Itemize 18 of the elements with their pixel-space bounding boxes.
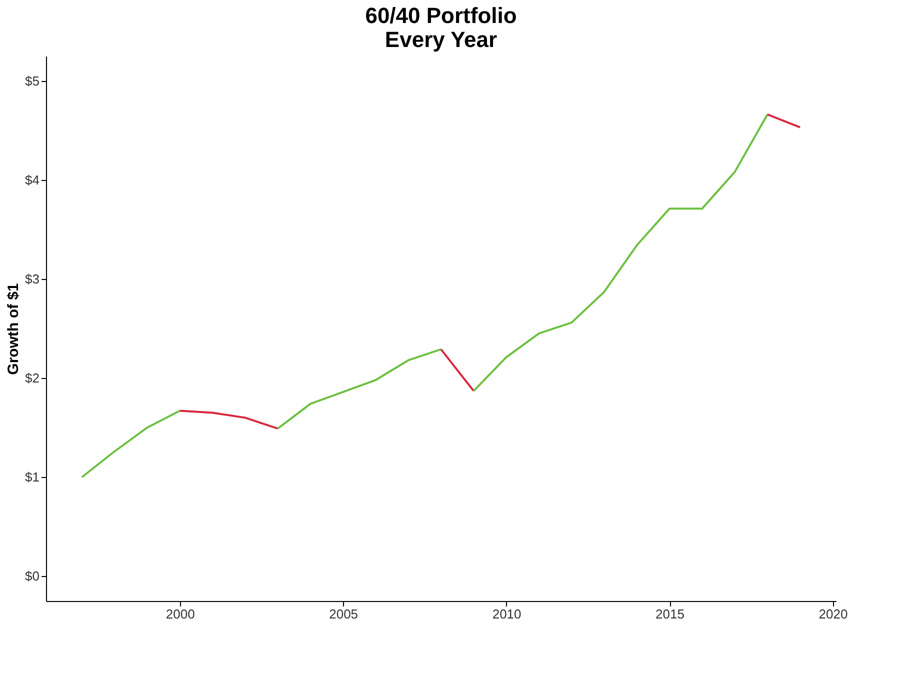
text: 60/40 Portfolio xyxy=(365,3,517,28)
y-tick-label: $0 xyxy=(25,568,40,584)
x-tick-label: 2015 xyxy=(656,606,684,622)
y-tick-label: $1 xyxy=(25,470,40,485)
y-tick-label: $5 xyxy=(25,73,40,88)
line-series xyxy=(276,348,442,430)
y-tick-label: $3 xyxy=(25,271,40,286)
line-series xyxy=(80,410,181,478)
x-tick-label: 2005 xyxy=(329,606,358,622)
y-tick-label: $4 xyxy=(25,172,40,188)
text: Every Year xyxy=(384,27,498,52)
x-tick-label: 2000 xyxy=(166,606,195,622)
line-series xyxy=(472,113,768,392)
x-tick-label: 2020 xyxy=(818,606,848,622)
line-series xyxy=(178,410,279,430)
y-tick-label: $2 xyxy=(25,370,40,386)
x-tick-label: 2010 xyxy=(492,606,522,622)
y-axis-title: Growth of $1 xyxy=(5,283,22,375)
